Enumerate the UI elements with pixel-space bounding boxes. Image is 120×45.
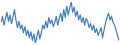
series-line	[1, 2, 119, 43]
plot-area	[1, 2, 119, 43]
chart	[0, 0, 120, 45]
